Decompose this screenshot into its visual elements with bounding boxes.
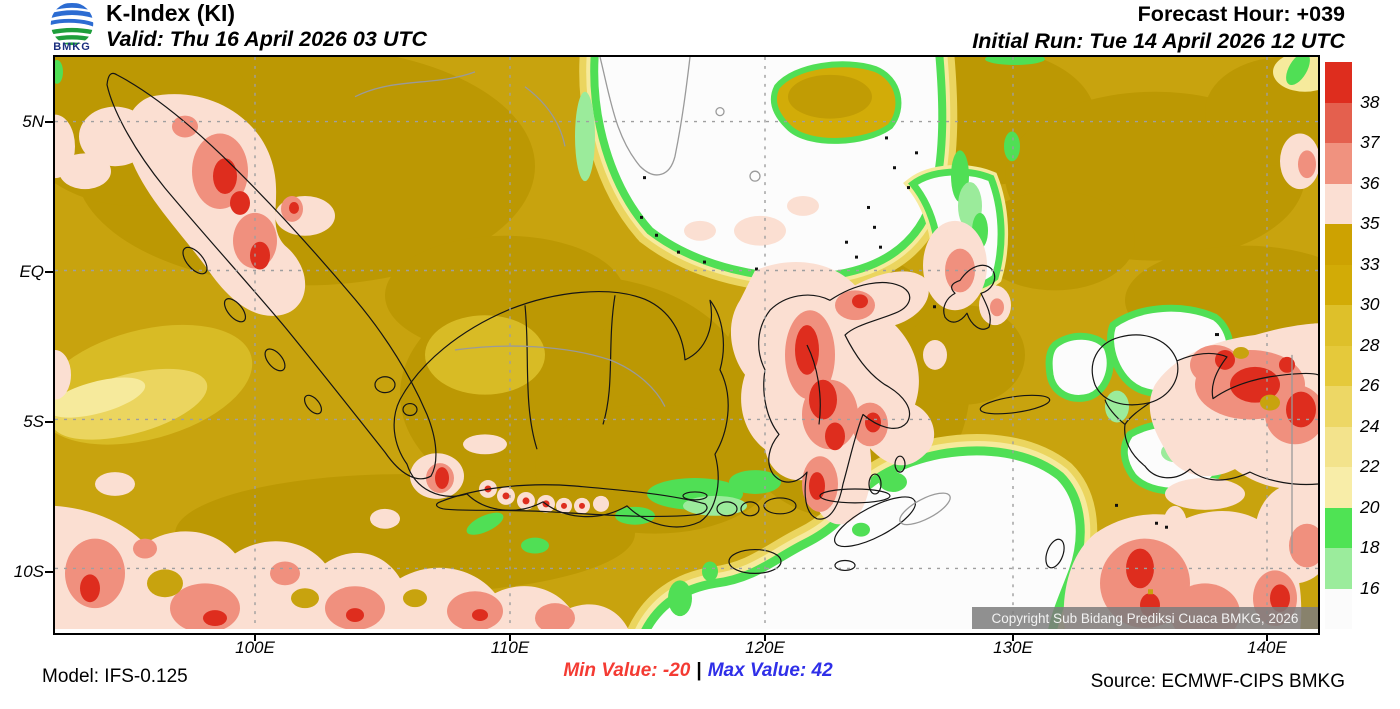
colorbar-tick-label: 35 [1360, 213, 1380, 234]
colorbar-cell [1325, 183, 1352, 224]
lat-tick [45, 421, 54, 423]
lon-tick-label: 120E [745, 638, 785, 657]
min-value-label: Min Value: -20 [563, 660, 691, 681]
colorbar-tick-label: 33 [1360, 253, 1380, 274]
lat-tick [45, 121, 54, 123]
map-canvas [53, 55, 1320, 635]
colorbar-tick-label: 22 [1360, 456, 1380, 477]
lon-tick [1012, 633, 1014, 641]
high-ki-systems [55, 94, 1318, 629]
colorbar-cell [1325, 224, 1352, 265]
foreign-borders [354, 57, 1293, 554]
island-specks [640, 136, 1219, 529]
lon-tick-label: 140E [1247, 638, 1287, 657]
colorbar-cell [1325, 507, 1352, 548]
colorbar-cell [1325, 548, 1352, 589]
lon-tick-label: 110E [490, 638, 530, 657]
lon-tick [764, 633, 766, 641]
colorbar-cell [1325, 386, 1352, 427]
bmkg-logo-text: BMKG [53, 41, 91, 53]
lon-tick-label: 130E [993, 638, 1033, 657]
colorbar-cell [1325, 345, 1352, 386]
lat-tick-label: EQ [19, 262, 44, 281]
forecast-hour: Forecast Hour: +039 [1137, 2, 1345, 26]
bmkg-logo-icon [50, 2, 94, 46]
colorbar-tick-label: 18 [1360, 537, 1380, 558]
colorbar-cell [1325, 264, 1352, 305]
copyright-overlay: Copyright Sub Bidang Prediksi Cuaca BMKG… [972, 607, 1318, 629]
colorbar-tick-label: 24 [1360, 415, 1380, 436]
colorbar-cell [1325, 62, 1352, 103]
lat-tick-label: 5S [23, 412, 44, 431]
colorbar-cell [1325, 588, 1352, 629]
minmax-separator: | [696, 660, 702, 681]
model-label: Model: IFS-0.125 [42, 666, 188, 687]
colorbar-tick-label: 38 [1360, 91, 1380, 112]
lat-tick [45, 571, 54, 573]
kindex-field-svg [55, 57, 1318, 629]
colorbar [1325, 62, 1352, 629]
lon-tick [254, 633, 256, 641]
colorbar-cell [1325, 143, 1352, 184]
lon-tick [1266, 633, 1268, 641]
lat-tick-label: 5N [22, 112, 44, 131]
colorbar-tick-label: 20 [1360, 496, 1380, 517]
colorbar-tick-label: 16 [1360, 577, 1380, 598]
lat-tick-label: 10S [13, 562, 44, 581]
colorbar-cell [1325, 305, 1352, 346]
initial-run: Initial Run: Tue 14 April 2026 12 UTC [972, 29, 1345, 53]
coastlines [106, 72, 1318, 574]
colorbar-tick-label: 26 [1360, 375, 1380, 396]
lat-tick [45, 271, 54, 273]
colorbar-cell [1325, 426, 1352, 467]
colorbar-cell [1325, 102, 1352, 143]
page-title: K-Index (KI) [106, 0, 236, 26]
source-label: Source: ECMWF-CIPS BMKG [1090, 671, 1345, 692]
minmax-line: Min Value: -20 | Max Value: 42 [563, 660, 832, 682]
lon-tick-label: 100E [235, 638, 275, 657]
valid-time: Valid: Thu 16 April 2026 03 UTC [106, 27, 427, 51]
lon-tick [509, 633, 511, 641]
colorbar-tick-label: 36 [1360, 172, 1380, 193]
colorbar-tick-label: 37 [1360, 132, 1380, 153]
colorbar-tick-label: 30 [1360, 294, 1380, 315]
max-value-label: Max Value: 42 [707, 660, 833, 681]
colorbar-tick-label: 28 [1360, 334, 1380, 355]
colorbar-cell [1325, 467, 1352, 508]
